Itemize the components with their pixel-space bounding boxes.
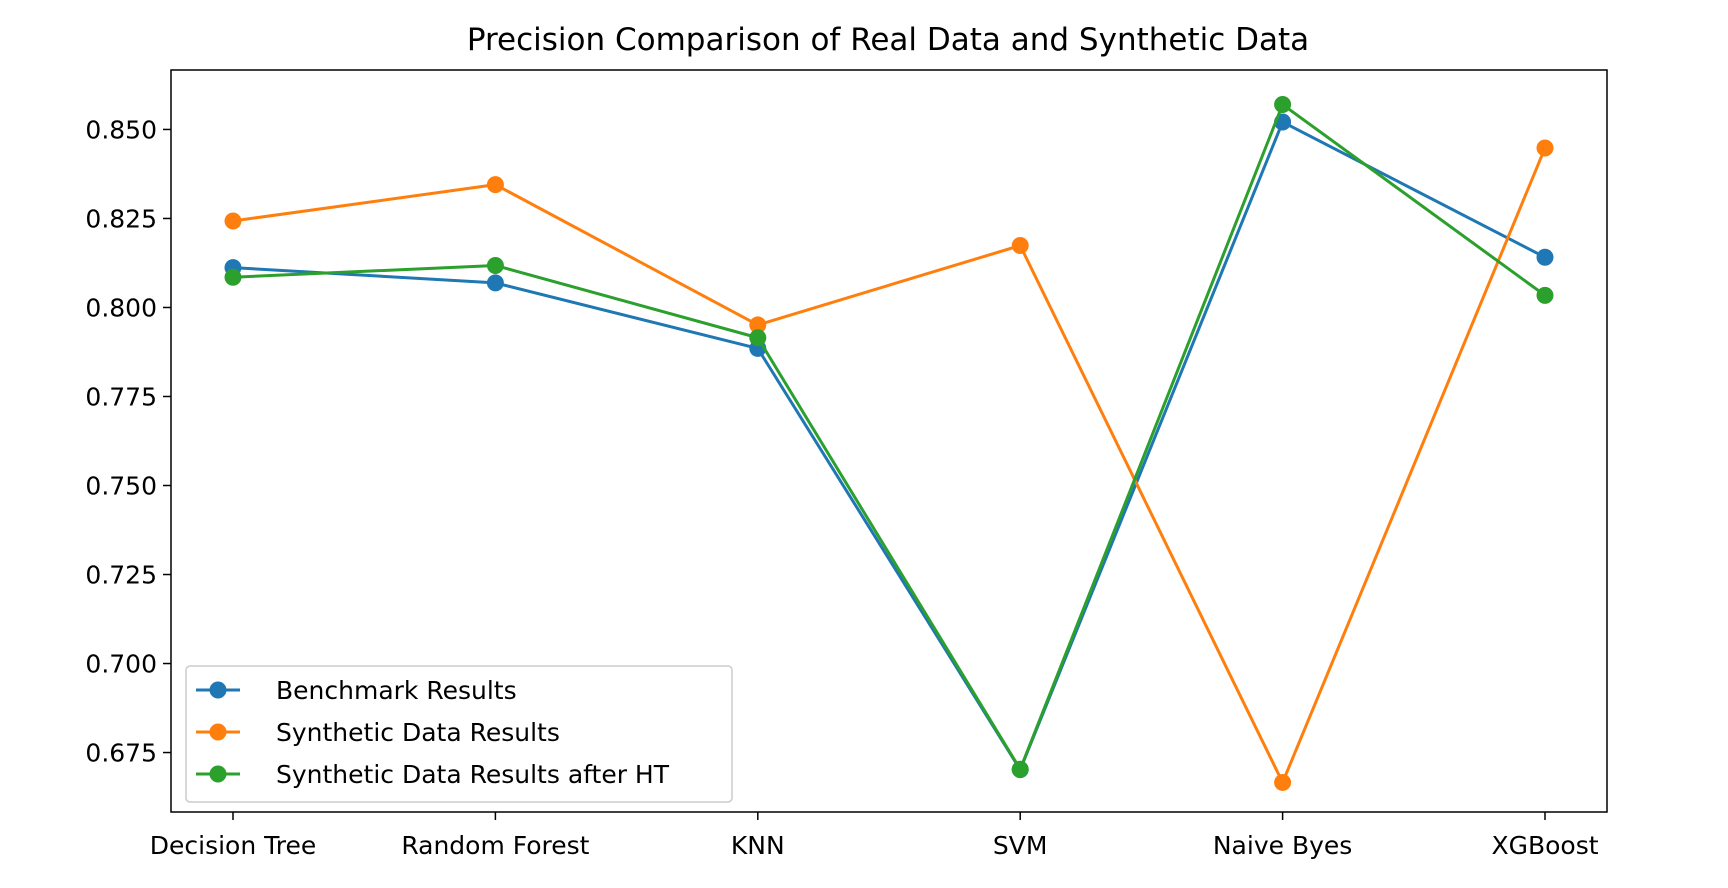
data-point [486, 274, 504, 292]
y-tick-label: 0.850 [85, 115, 157, 144]
series-line [232, 120, 1546, 772]
data-point [1536, 139, 1554, 157]
data-point [749, 316, 767, 334]
y-tick-label: 0.825 [85, 204, 157, 233]
x-tick-label: Random Forest [401, 831, 589, 860]
y-tick-label: 0.675 [85, 739, 157, 768]
data-point [1536, 286, 1554, 304]
y-tick-label: 0.800 [85, 293, 157, 322]
x-tick-label: KNN [731, 831, 785, 860]
legend-item: Synthetic Data Results after HT [196, 760, 670, 789]
data-point [486, 176, 504, 194]
data-point [1011, 237, 1029, 255]
data-point [486, 256, 504, 274]
series-group [224, 96, 1554, 791]
data-point [1536, 248, 1554, 266]
legend-item: Benchmark Results [196, 676, 517, 705]
legend-box [185, 665, 733, 803]
y-tick-label: 0.775 [85, 382, 157, 411]
y-tick-label: 0.725 [85, 561, 157, 590]
legend: Benchmark Results Synthetic Data Results S… [185, 665, 733, 803]
x-tick-label: Decision Tree [150, 831, 316, 860]
y-tick-label: 0.750 [85, 472, 157, 501]
legend-swatch-marker [209, 765, 227, 783]
plot-area: 0.675 0.700 0.725 0.750 0.775 0.800 0.825 0.850… [85, 69, 1608, 860]
legend-swatch-marker [209, 681, 227, 699]
x-tick-label: Naive Byes [1213, 831, 1352, 860]
data-point [1011, 760, 1029, 778]
data-point [1274, 773, 1292, 791]
x-axis: Decision Tree Random Forest KNN SVM Naive By… [150, 812, 1599, 860]
x-tick-label: SVM [993, 831, 1048, 860]
x-tick-label: XGBoost [1491, 831, 1598, 860]
data-point [1274, 96, 1292, 114]
series-2 [224, 139, 1554, 791]
y-axis: 0.675 0.700 0.725 0.750 0.775 0.800 0.825 0.850 [85, 115, 171, 768]
series-3 [224, 96, 1554, 778]
legend-label: Benchmark Results [276, 676, 517, 705]
legend-item: Synthetic Data Results [196, 718, 560, 747]
data-point [224, 268, 242, 286]
chart-title: Precision Comparison of Real Data and Sy… [467, 22, 1309, 58]
series-line [232, 147, 1547, 784]
plot-frame [170, 69, 1608, 813]
data-point [749, 329, 767, 347]
legend-label: Synthetic Data Results [276, 718, 560, 747]
y-tick-label: 0.700 [85, 650, 157, 679]
legend-label: Synthetic Data Results after HT [276, 760, 670, 789]
series-line [232, 103, 1546, 771]
data-point [224, 212, 242, 230]
legend-swatch-marker [209, 723, 227, 741]
